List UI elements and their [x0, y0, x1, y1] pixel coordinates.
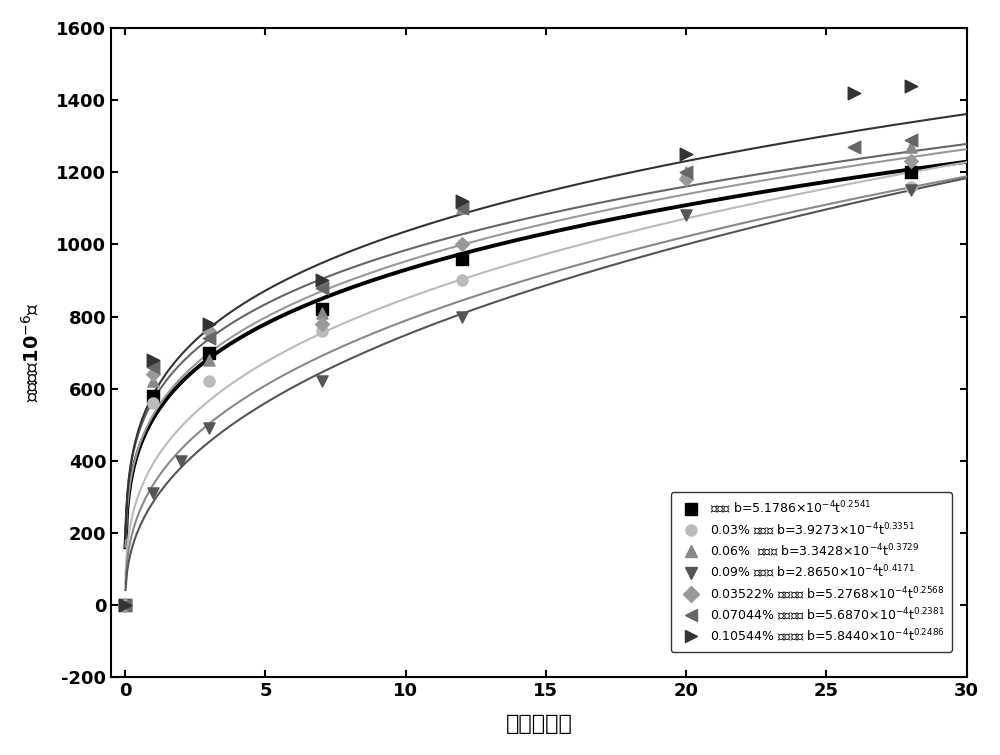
- Point: [903, 141, 919, 153]
- Point: [117, 599, 133, 612]
- Legend: 对照组 b=5.1786×10$^{-4}$t$^{0.2541}$, 0.03% 柠檬酸 b=3.9273×10$^{-4}$t$^{0.3351}$, 0.: 对照组 b=5.1786×10$^{-4}$t$^{0.2541}$, 0.03…: [671, 492, 952, 652]
- Point: [454, 274, 470, 286]
- Y-axis label: 膨胀率（10$^{-6}$）: 膨胀率（10$^{-6}$）: [21, 303, 42, 402]
- Point: [454, 195, 470, 207]
- Point: [201, 375, 217, 387]
- Point: [314, 325, 330, 337]
- Point: [145, 487, 161, 499]
- Point: [117, 599, 133, 612]
- Point: [117, 599, 133, 612]
- Point: [145, 390, 161, 402]
- Point: [454, 310, 470, 322]
- Point: [846, 87, 862, 99]
- Point: [314, 375, 330, 387]
- Point: [117, 599, 133, 612]
- Point: [903, 79, 919, 91]
- Point: [117, 599, 133, 612]
- Point: [117, 599, 133, 612]
- Point: [454, 239, 470, 251]
- Point: [903, 180, 919, 193]
- Point: [678, 166, 694, 178]
- Point: [145, 354, 161, 366]
- Point: [903, 166, 919, 178]
- Point: [678, 166, 694, 178]
- Point: [117, 599, 133, 612]
- Point: [145, 361, 161, 373]
- Point: [903, 134, 919, 146]
- Point: [173, 455, 189, 467]
- X-axis label: 龄期（天）: 龄期（天）: [505, 714, 572, 734]
- Point: [145, 368, 161, 381]
- Point: [201, 318, 217, 330]
- Point: [903, 184, 919, 196]
- Point: [846, 141, 862, 153]
- Point: [314, 318, 330, 330]
- Point: [201, 332, 217, 344]
- Point: [678, 148, 694, 160]
- Point: [678, 174, 694, 186]
- Point: [201, 325, 217, 337]
- Point: [678, 209, 694, 221]
- Point: [314, 282, 330, 294]
- Point: [454, 202, 470, 214]
- Point: [201, 347, 217, 359]
- Point: [145, 375, 161, 387]
- Point: [454, 253, 470, 265]
- Point: [314, 274, 330, 286]
- Point: [145, 397, 161, 409]
- Point: [314, 304, 330, 316]
- Point: [201, 422, 217, 434]
- Point: [201, 354, 217, 366]
- Point: [454, 202, 470, 214]
- Point: [903, 156, 919, 168]
- Point: [314, 307, 330, 319]
